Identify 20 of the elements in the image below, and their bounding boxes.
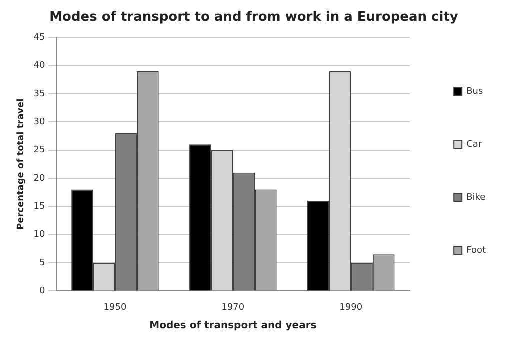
chart-title: Modes of transport to and from work in a European city: [50, 10, 459, 26]
legend-label: Bus: [466, 86, 484, 97]
x-tick-label: 1970: [222, 302, 245, 313]
x-tick-label: 1990: [340, 302, 363, 313]
y-tick-label: 35: [34, 89, 46, 100]
legend-label: Bike: [466, 192, 486, 203]
y-tick-label: 0: [40, 286, 46, 297]
y-tick-label: 30: [34, 117, 46, 128]
y-axis-title: Percentage of total travel: [16, 98, 27, 230]
y-tick-label: 45: [34, 32, 46, 43]
y-tick-label: 10: [34, 230, 46, 240]
legend-label: Car: [466, 140, 482, 150]
y-tick-label: 15: [34, 202, 46, 212]
x-axis-title: Modes of transport and years: [150, 320, 317, 332]
y-tick-label: 20: [34, 174, 46, 184]
y-tick-label: 40: [34, 61, 46, 72]
y-tick-label: 5: [40, 258, 46, 268]
x-tick-label: 1950: [104, 302, 127, 313]
legend-label: Foot: [466, 246, 486, 256]
y-tick-label: 25: [34, 146, 46, 156]
